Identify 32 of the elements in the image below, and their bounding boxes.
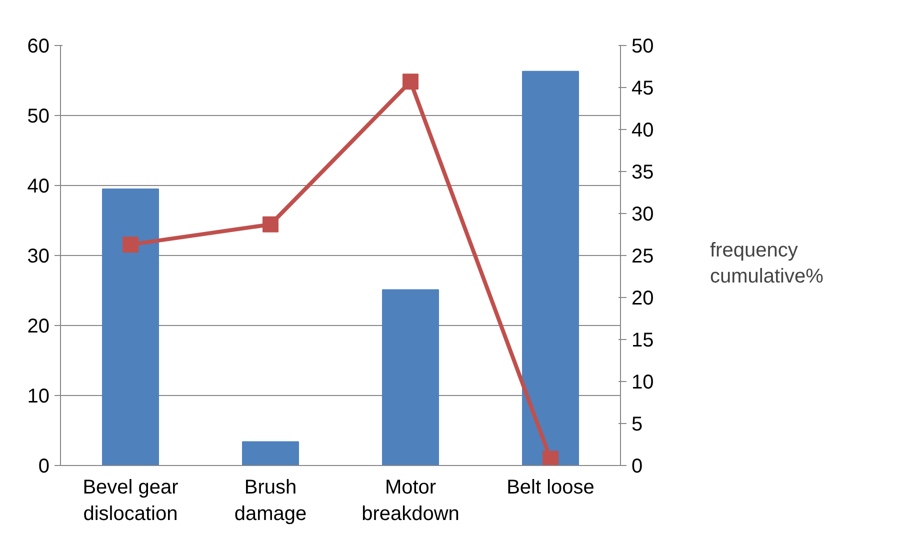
y2-tick-label: 45 <box>632 78 654 100</box>
y-tick-label: 10 <box>27 386 50 408</box>
x-tick-label: Belt loose <box>506 476 594 498</box>
y-tick-label: 60 <box>27 36 50 58</box>
text: cumulative% <box>710 265 824 288</box>
x-tick-label: Bevel gear dislocation <box>82 476 179 525</box>
y2-tick-label: 25 <box>632 246 654 268</box>
bar <box>522 70 579 466</box>
y-tick-label: 40 <box>27 176 50 198</box>
bar <box>102 188 159 466</box>
y2-tick-label: 20 <box>632 288 654 310</box>
y-tick-label: 30 <box>27 246 50 268</box>
y2-tick-label: 35 <box>632 162 654 184</box>
bar <box>242 441 299 466</box>
x-tick-label: Motor breakdown <box>362 476 460 525</box>
text: frequency <box>710 239 798 262</box>
point <box>402 74 418 90</box>
y-tick-label: 0 <box>38 456 50 478</box>
point <box>262 216 278 232</box>
x-tick-label: Brush damage <box>234 476 307 525</box>
point <box>122 236 138 253</box>
y2-tick-label: 30 <box>632 204 654 226</box>
y2-tick-label: 40 <box>632 120 654 142</box>
bar <box>382 289 439 466</box>
y2-tick-label: 50 <box>632 36 654 58</box>
y2-tick-label: 5 <box>632 414 643 436</box>
y2-tick-label: 15 <box>632 330 654 352</box>
y-tick-label: 50 <box>27 106 50 128</box>
y2-tick-label: 10 <box>632 372 654 394</box>
y-tick-label: 20 <box>27 316 50 338</box>
y2-tick-label: 0 <box>632 456 643 478</box>
point <box>542 450 558 466</box>
